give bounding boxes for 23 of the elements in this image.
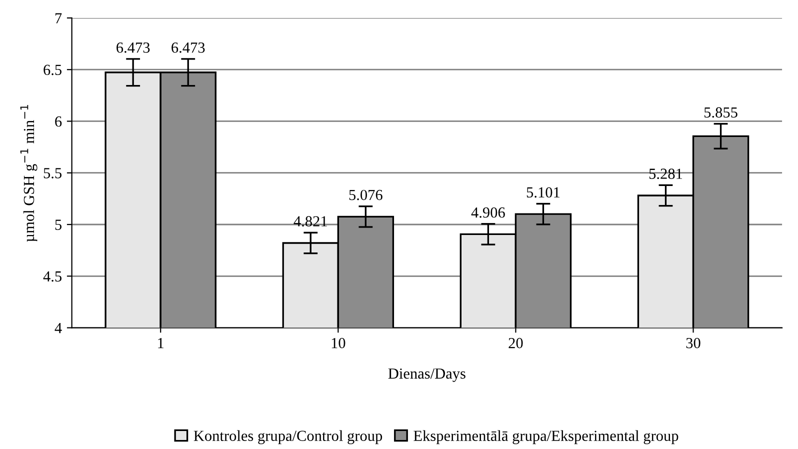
x-tick-label: 20 (508, 338, 523, 348)
data-label: 6.473 (172, 42, 205, 53)
x-tick-label: 10 (332, 338, 346, 348)
legend-label: Eksperimentālā grupa/Eksperimental group (414, 430, 678, 444)
x-axis-title: Dienas/Days (388, 368, 466, 382)
y-tick-label: 4 (54, 323, 62, 334)
data-label: 5.855 (704, 107, 738, 118)
data-label: 4.821 (294, 216, 327, 227)
y-tick-label: 5.5 (44, 168, 62, 178)
y-tick-label: 4.5 (43, 271, 62, 282)
data-label: 5.101 (526, 187, 560, 198)
y-tick-label: 5 (55, 220, 62, 230)
data-label: 5.281 (649, 168, 682, 180)
data-label: 5.076 (349, 190, 382, 200)
y-tick-label: 6 (55, 116, 62, 127)
y-tick-label: 6.5 (44, 64, 62, 76)
data-label: 6.473 (116, 42, 150, 53)
x-tick-label: 1 (158, 338, 164, 348)
y-axis-title: µmol GSH g$^{−1}$ min$^{−1}$ (20, 104, 38, 242)
data-label: 4.906 (471, 207, 505, 218)
x-tick-label: 30 (686, 338, 700, 348)
legend-label: Kontroles grupa/Control group (194, 430, 382, 444)
y-tick-label: 7 (55, 13, 62, 24)
